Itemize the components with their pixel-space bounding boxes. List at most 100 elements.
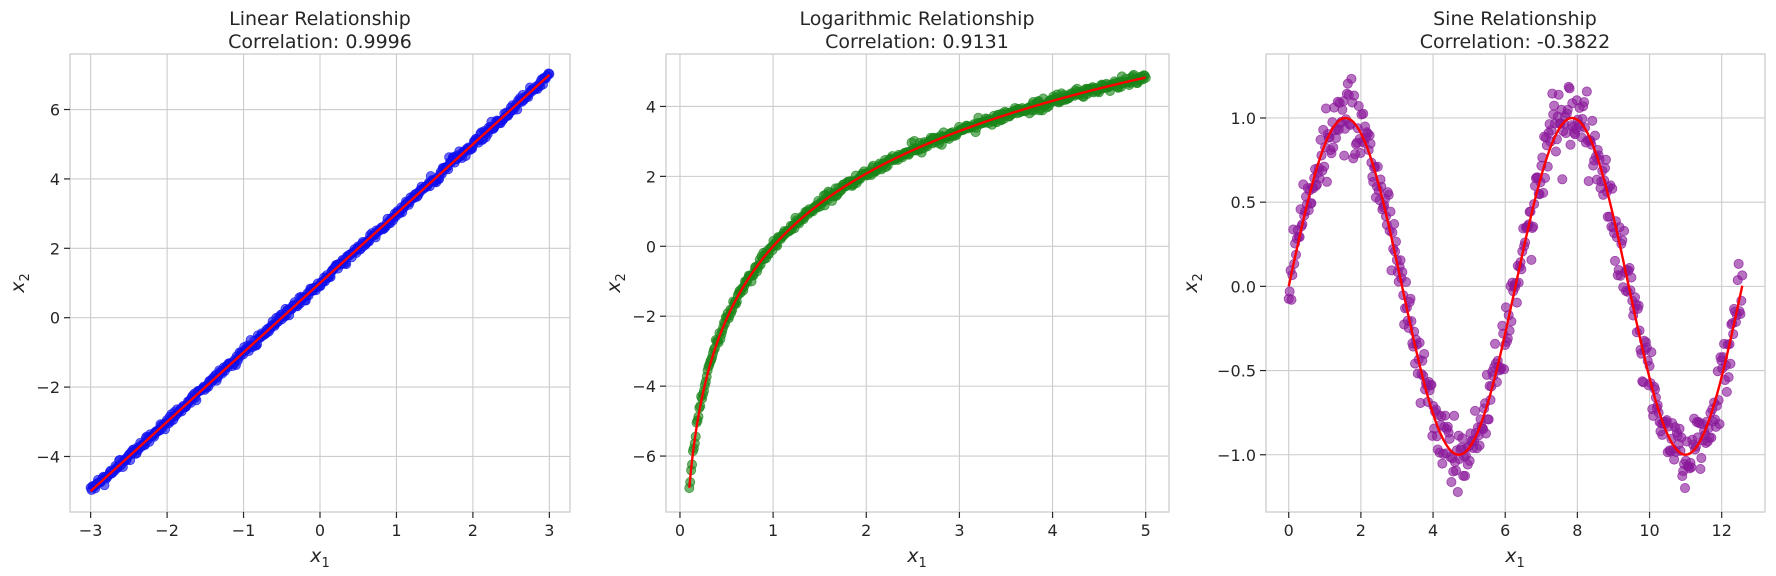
panel-linear: Linear Relationship Correlation: 0.9996 … [7, 8, 571, 571]
axis-ticks: 0 1 2 3 4 5 −6 −4 −2 0 2 4 [632, 97, 1150, 540]
grid [70, 54, 570, 512]
x-tick-label: 4 [1047, 521, 1057, 540]
fit-line [89, 73, 551, 493]
scatter-point [1680, 483, 1691, 494]
x-axis-label: x1 [1504, 545, 1525, 571]
axis-ticks: −3 −2 −1 0 1 2 3 −4 −2 0 2 4 6 [36, 101, 554, 540]
scatter-point [1538, 187, 1549, 198]
scatter-point [1564, 83, 1575, 94]
scatter-point [1337, 104, 1348, 115]
scatter-point [1610, 255, 1621, 266]
fit-line-path [1287, 116, 1744, 456]
scatter-point [1464, 455, 1475, 466]
x-tick-label: −3 [79, 521, 103, 540]
scatter-point [1321, 103, 1332, 114]
scatter-point [1550, 146, 1561, 157]
y-tick-label: 2 [50, 239, 60, 258]
scatter-point [1419, 348, 1430, 359]
x-tick-label: 2 [861, 521, 871, 540]
x-tick-label: 4 [1428, 521, 1438, 540]
scatter-point [1583, 176, 1594, 187]
plot-frame [665, 53, 1170, 513]
y-tick-label: −0.5 [1217, 362, 1256, 381]
x-tick-label: 10 [1639, 521, 1659, 540]
y-tick-label: 6 [50, 101, 60, 120]
chart-subtitle: Correlation: 0.9996 [228, 31, 412, 53]
y-tick-label: −2 [36, 378, 60, 397]
fit-line [688, 76, 1146, 488]
x-tick-label: 0 [675, 521, 685, 540]
scatter-point [1449, 410, 1460, 421]
y-tick-label: 4 [50, 170, 60, 189]
panel-sine: Sine Relationship Correlation: -0.3822 0… [1180, 8, 1766, 571]
scatter-point [1460, 470, 1471, 481]
fit-line-path [89, 73, 551, 493]
x-tick-label: −2 [155, 521, 179, 540]
x-tick-label: 12 [1712, 521, 1732, 540]
x-tick-label: 6 [1500, 521, 1510, 540]
scatter-point [1590, 130, 1601, 141]
scatter-point [1695, 464, 1706, 475]
y-tick-label: −1.0 [1217, 446, 1256, 465]
scatter-point [1723, 372, 1734, 383]
x-tick-label: 1 [768, 521, 778, 540]
x-tick-label: 5 [1141, 521, 1151, 540]
scatter-point [1490, 338, 1501, 349]
panel-logarithmic: Logarithmic Relationship Correlation: 0.… [603, 8, 1170, 571]
x-tick-label: 3 [544, 521, 554, 540]
scatter-point [1405, 293, 1416, 304]
scatter-point [1358, 108, 1369, 119]
scatter-point [1553, 89, 1564, 100]
scatter-point [1499, 364, 1510, 375]
scatter-point [1364, 130, 1375, 141]
scatter-point [1581, 86, 1592, 97]
scatter-point [1284, 286, 1295, 297]
scatter-point [1686, 462, 1697, 473]
x-tick-label: 2 [468, 521, 478, 540]
scatter-point [1607, 183, 1618, 194]
y-tick-label: 0.0 [1231, 277, 1256, 296]
scatter-point [1389, 219, 1400, 230]
y-axis-label: x2 [7, 273, 33, 294]
scatter-point [1565, 139, 1576, 150]
plot-frame [1265, 53, 1766, 513]
x-tick-label: 1 [391, 521, 401, 540]
y-tick-label: −2 [632, 307, 656, 326]
scatter-point [1579, 97, 1590, 108]
scatter-point [1557, 174, 1568, 185]
chart-subtitle: Correlation: -0.3822 [1420, 31, 1611, 53]
scatter-point [1587, 115, 1598, 126]
scatter-point [1452, 486, 1463, 497]
scatter-point [1674, 423, 1685, 434]
scatter-point [1414, 337, 1425, 348]
axis-ticks: 0 2 4 6 8 10 12 −1.0 −0.5 0.0 0.5 1.0 [1217, 109, 1732, 540]
scatter-point [1328, 142, 1339, 153]
scatter-point [1319, 161, 1330, 172]
y-tick-label: −4 [36, 447, 60, 466]
y-tick-label: 0 [646, 237, 656, 256]
scatter-point [1446, 476, 1457, 487]
scatter-series [684, 69, 1151, 493]
y-axis-label: x2 [603, 273, 629, 294]
scatter-point [1619, 225, 1630, 236]
scatter-point [1725, 358, 1736, 369]
scatter-point [1437, 458, 1448, 469]
x-axis-label: x1 [309, 545, 330, 571]
y-tick-label: 0.5 [1231, 193, 1256, 212]
chart-title: Logarithmic Relationship [799, 8, 1034, 30]
x-tick-label: 2 [1356, 521, 1366, 540]
scatter-point [1646, 347, 1657, 358]
y-tick-label: 1.0 [1231, 109, 1256, 128]
y-tick-label: 0 [50, 309, 60, 328]
scatter-point [1633, 300, 1644, 311]
y-tick-label: 4 [646, 97, 656, 116]
x-axis-label: x1 [906, 545, 927, 571]
scatter-point [1339, 150, 1350, 161]
x-tick-label: 0 [315, 521, 325, 540]
chart-title: Sine Relationship [1433, 8, 1597, 30]
fit-line [1287, 116, 1744, 456]
scatter-point [1286, 294, 1297, 305]
x-tick-label: 0 [1284, 521, 1294, 540]
chart-title: Linear Relationship [229, 8, 411, 30]
